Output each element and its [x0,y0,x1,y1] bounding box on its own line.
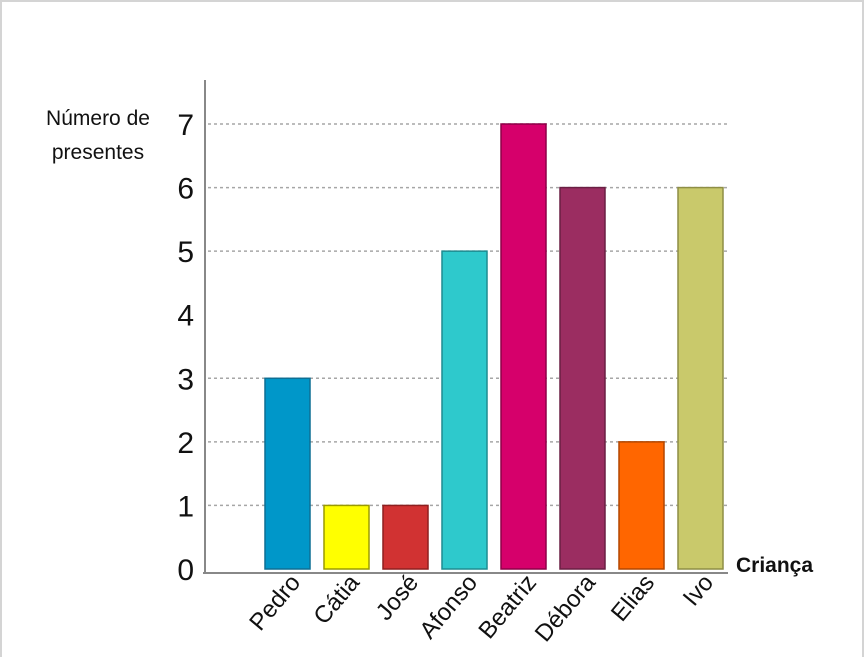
y-tick-label-6: 6 [177,173,194,206]
bar-beatriz [500,123,547,570]
bar-ivo [677,186,724,570]
y-axis-label-line-2: presentes [52,141,144,164]
bar-elias [618,441,665,570]
y-tick-label-4: 4 [177,300,194,333]
y-tick-label-7: 7 [177,109,194,142]
bar-cátia [323,504,370,570]
x-tick-label-afonso: Afonso [414,570,483,645]
x-tick-label-débora: Débora [530,569,602,647]
bar-josé [382,504,429,570]
bars [264,123,724,570]
y-tick-labels: 0 1 2 3 4 5 6 7 [177,109,194,587]
x-tick-label-ivo: Ivo [678,570,719,612]
y-tick-label-2: 2 [177,427,194,460]
x-tick-label-beatriz: Beatriz [473,570,542,645]
bar-débora [559,186,606,570]
x-tick-label-elias: Elias [606,570,660,627]
y-tick-label-1: 1 [177,490,194,523]
y-tick-label-0: 0 [177,554,194,587]
y-tick-label-3: 3 [177,363,194,396]
bar-afonso [441,250,488,570]
x-tick-label-josé: José [371,570,424,626]
y-tick-label-5: 5 [177,236,194,269]
x-tick-label-pedro: Pedro [244,570,306,636]
bar-pedro [264,377,311,570]
x-axis-label: Criança [736,554,813,577]
x-tick-label-cátia: Cátia [308,569,365,630]
y-axis-label-line-1: Número de [46,107,150,130]
